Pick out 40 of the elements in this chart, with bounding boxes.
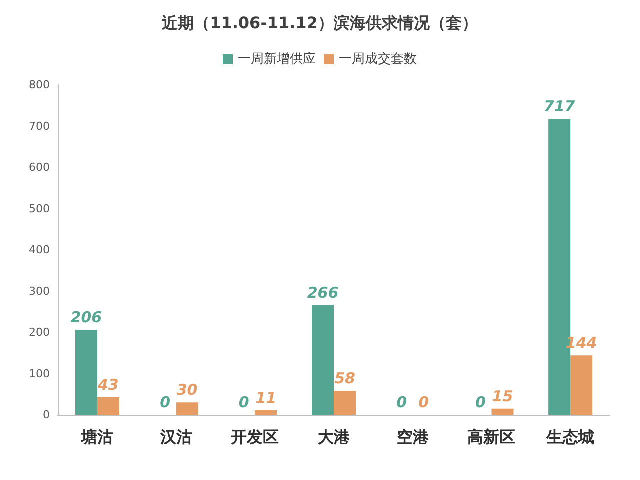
- y-tick-label: 200: [29, 326, 50, 339]
- y-tick-label: 300: [29, 284, 50, 298]
- x-tick-label: 生态城: [546, 428, 595, 446]
- x-tick-label: 大港: [318, 428, 351, 446]
- y-tick-label: 800: [29, 78, 50, 92]
- data-label: 0: [160, 394, 171, 412]
- data-label: 43: [96, 376, 119, 394]
- y-tick-label: 500: [29, 202, 50, 216]
- y-tick-label: 400: [29, 244, 50, 256]
- data-label: 30: [176, 381, 198, 400]
- data-label: 0: [238, 394, 250, 412]
- data-label: 0: [475, 394, 486, 412]
- x-tick-label: 空港: [396, 428, 430, 446]
- x-tick-label: 汉沽: [159, 428, 192, 446]
- data-label: 717: [544, 98, 576, 116]
- chart-title: 近期（11.06-11.12）滨海供求情况（套）: [161, 14, 478, 32]
- bar: [176, 402, 198, 415]
- bar: [570, 356, 593, 415]
- data-label: 11: [256, 388, 277, 407]
- legend-label: 一周成交套数: [339, 51, 417, 67]
- y-tick-label: 600: [29, 161, 50, 174]
- bar: [492, 408, 514, 415]
- data-label: 0: [396, 394, 408, 412]
- x-tick-label: 高新区: [468, 428, 516, 446]
- bar: [97, 397, 120, 415]
- bar: [312, 305, 334, 415]
- y-tick-label: 100: [29, 367, 50, 380]
- bar: [255, 410, 278, 415]
- bar: [334, 391, 356, 415]
- data-label: 15: [492, 387, 514, 406]
- x-tick-label: 开发区: [230, 428, 280, 446]
- data-label: 266: [307, 284, 339, 302]
- x-tick-label: 塘沽: [80, 428, 114, 446]
- data-label: 58: [334, 370, 356, 388]
- legend-label: 一周新增供应: [238, 51, 316, 67]
- data-label: 206: [70, 308, 102, 327]
- data-label: 0: [418, 394, 430, 412]
- y-tick-label: 0: [43, 408, 50, 422]
- bar: [75, 330, 98, 415]
- y-tick-label: 700: [29, 120, 50, 133]
